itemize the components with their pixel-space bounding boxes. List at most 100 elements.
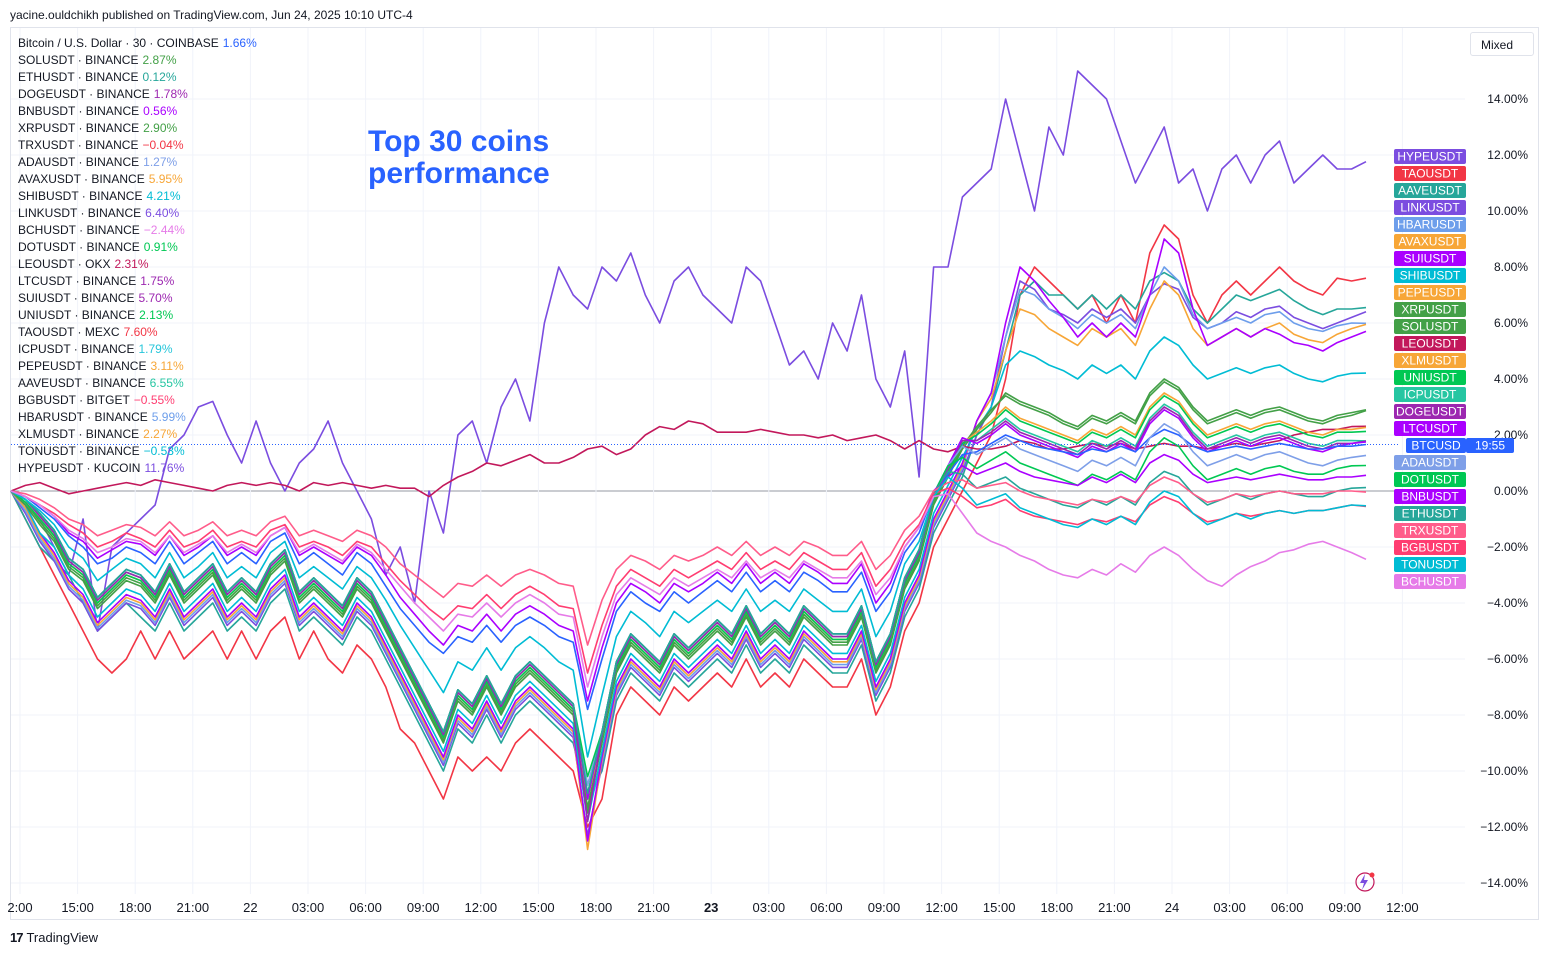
y-tick-label: −6.00% [1487,652,1528,666]
price-tag-bg [1394,574,1466,589]
price-tag-taousdt: TAOUSDT [1394,166,1466,181]
series-line-tonusdt [10,476,1367,758]
legend-row[interactable]: SOLUSDT · BINANCE 2.87% [18,52,257,69]
x-tick-label: 06:00 [810,900,843,915]
y-tick-label: −8.00% [1487,708,1528,722]
price-tag-label: BCHUSDT [1401,575,1460,589]
price-tag-bg [1394,336,1466,351]
price-tag-dogeusdt: DOGEUSDT [1394,404,1466,419]
price-tag-label: LINKUSDT [1400,201,1460,215]
legend-symbol: AVAXUSDT · BINANCE [18,172,145,186]
series-line-hypeusdt [10,70,1367,632]
legend-change: 5.95% [148,172,183,186]
legend-symbol: UNIUSDT · BINANCE [18,308,136,322]
legend-row[interactable]: Bitcoin / U.S. Dollar · 30 · COINBASE 1.6… [18,35,257,52]
legend-change: 2.27% [143,427,178,441]
lightning-icon[interactable] [1352,870,1376,894]
price-tag-bg [1394,370,1466,385]
series-legend: Bitcoin / U.S. Dollar · 30 · COINBASE 1.6… [18,35,257,477]
price-tag-trxusdt: TRXUSDT [1394,523,1466,538]
price-tag-bg [1394,455,1466,470]
legend-row[interactable]: UNIUSDT · BINANCE 2.13% [18,307,257,324]
tradingview-logo-icon: 17 [10,930,24,945]
legend-row[interactable]: LEOUSDT · OKX 2.31% [18,256,257,273]
legend-change: 0.12% [142,70,177,84]
legend-row[interactable]: BNBUSDT · BINANCE 0.56% [18,103,257,120]
legend-row[interactable]: LINKUSDT · BINANCE 6.40% [18,205,257,222]
scale-mode-button[interactable]: Mixed [1470,32,1534,56]
legend-row[interactable]: SUIUSDT · BINANCE 5.70% [18,290,257,307]
x-tick-label: 09:00 [1329,900,1362,915]
legend-symbol: TAOUSDT · MEXC [18,325,120,339]
legend-row[interactable]: XLMUSDT · BINANCE 2.27% [18,426,257,443]
price-tag-label: SHIBUSDT [1400,269,1461,283]
legend-row[interactable]: SHIBUSDT · BINANCE 4.21% [18,188,257,205]
price-tag-pepeusdt: PEPEUSDT [1394,285,1466,300]
legend-row[interactable]: AAVEUSDT · BINANCE 6.55% [18,375,257,392]
legend-row[interactable]: ICPUSDT · BINANCE 1.79% [18,341,257,358]
price-tag-bg [1394,421,1466,436]
y-axis: 14.00%12.00%10.00%8.00%6.00%4.00%2.00%0.… [1480,92,1528,890]
y-tick-label: 0.00% [1494,484,1528,498]
legend-row[interactable]: AVAXUSDT · BINANCE 5.95% [18,171,257,188]
legend-symbol: HBARUSDT · BINANCE [18,410,148,424]
right-price-tags: HYPEUSDT TAOUSDT AAVEUSDT LINKUSDT HBARUSDT A… [1394,149,1514,589]
price-tag-dotusdt: DOTUSDT [1394,472,1466,487]
legend-symbol: HYPEUSDT · KUCOIN [18,461,141,475]
legend-row[interactable]: HBARUSDT · BINANCE 5.99% [18,409,257,426]
x-tick-label: 15:00 [61,900,94,915]
legend-change: 1.78% [153,87,188,101]
price-tag-label: LEOUSDT [1402,337,1459,351]
x-tick-label: 18:00 [119,900,152,915]
legend-change: 2.90% [143,121,178,135]
legend-symbol: ADAUSDT · BINANCE [18,155,140,169]
price-tag-bg [1394,217,1466,232]
price-tag-bg [1394,489,1466,504]
legend-row[interactable]: TONUSDT · BINANCE −0.53% [18,443,257,460]
legend-row[interactable]: LTCUSDT · BINANCE 1.75% [18,273,257,290]
price-tag-linkusdt: LINKUSDT [1394,200,1466,215]
series-line-linkusdt [10,280,1367,837]
x-tick-label: 12:00 [925,900,958,915]
price-tag-label: BTCUSD [1411,439,1461,453]
series-line-trxusdt [10,476,1367,646]
series-line-xrpusdt [10,378,1367,814]
legend-row[interactable]: DOTUSDT · BINANCE 0.91% [18,239,257,256]
legend-change: −0.04% [142,138,184,152]
y-tick-label: 14.00% [1487,92,1528,106]
price-tag-bg [1394,285,1466,300]
legend-row[interactable]: PEPEUSDT · BINANCE 3.11% [18,358,257,375]
legend-symbol: LINKUSDT · BINANCE [18,206,142,220]
price-tag-label: AVAXUSDT [1399,235,1463,249]
legend-row[interactable]: ETHUSDT · BINANCE 0.12% [18,69,257,86]
x-tick-label: 03:00 [753,900,786,915]
y-tick-label: −12.00% [1480,820,1528,834]
legend-row[interactable]: TRXUSDT · BINANCE −0.04% [18,137,257,154]
y-tick-label: −14.00% [1480,876,1528,890]
x-tick-label: 2:00 [7,900,32,915]
legend-row[interactable]: TAOUSDT · MEXC 7.60% [18,324,257,341]
price-tag-tonusdt: TONUSDT [1394,557,1466,572]
legend-symbol: LEOUSDT · OKX [18,257,111,271]
legend-row[interactable]: HYPEUSDT · KUCOIN 11.76% [18,460,257,477]
x-tick-label: 12:00 [465,900,498,915]
price-tag-label: LTCUSDT [1403,422,1458,436]
legend-row[interactable]: BCHUSDT · BINANCE −2.44% [18,222,257,239]
price-tag-leousdt: LEOUSDT [1394,336,1466,351]
price-tag-label: BGBUSDT [1401,541,1460,555]
price-tag-label: SUIUSDT [1404,252,1457,266]
price-tag-bg [1394,200,1466,215]
legend-symbol: BCHUSDT · BINANCE [18,223,140,237]
x-tick-label: 23 [704,900,718,915]
legend-row[interactable]: BGBUSDT · BITGET −0.55% [18,392,257,409]
legend-row[interactable]: XRPUSDT · BINANCE 2.90% [18,120,257,137]
legend-symbol: XLMUSDT · BINANCE [18,427,140,441]
legend-row[interactable]: DOGEUSDT · BINANCE 1.78% [18,86,257,103]
legend-row[interactable]: ADAUSDT · BINANCE 1.27% [18,154,257,171]
chart-frame [10,27,1539,920]
y-tick-label: −10.00% [1480,764,1528,778]
tradingview-branding[interactable]: 17 TradingView [10,930,98,945]
legend-change: 1.27% [143,155,178,169]
series-line-bgbusdt [10,487,1367,674]
